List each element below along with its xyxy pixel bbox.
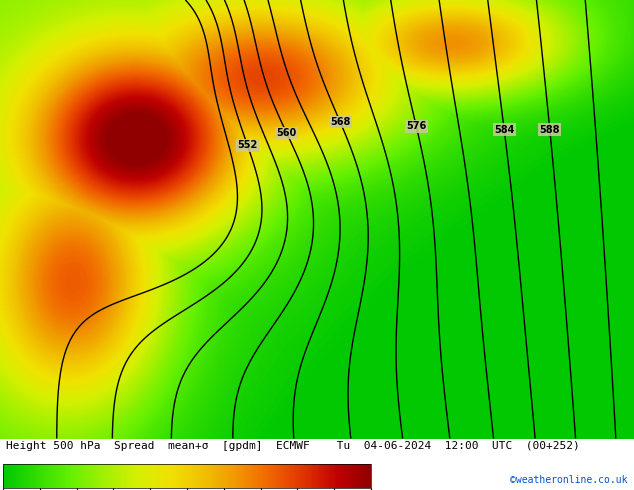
Point — [0, 435, 5, 442]
Point — [0, 435, 5, 442]
Text: 568: 568 — [330, 117, 351, 127]
Point — [0, 435, 5, 442]
Text: 560: 560 — [276, 128, 297, 138]
Point — [0, 435, 5, 442]
Point — [0, 435, 5, 442]
Point — [0, 435, 5, 442]
Text: ©weatheronline.co.uk: ©weatheronline.co.uk — [510, 475, 628, 485]
Text: 552: 552 — [237, 140, 257, 150]
Text: 584: 584 — [494, 124, 514, 135]
Point — [0, 435, 5, 442]
Point — [0, 435, 5, 442]
Point — [0, 435, 5, 442]
Text: 576: 576 — [406, 122, 427, 131]
Point — [0, 435, 5, 442]
Text: Height 500 hPa  Spread  mean+σ  [gpdm]  ECMWF    Tu  04-06-2024  12:00  UTC  (00: Height 500 hPa Spread mean+σ [gpdm] ECMW… — [6, 441, 580, 451]
Point — [0, 435, 5, 442]
Text: 588: 588 — [540, 124, 560, 135]
Point — [0, 435, 5, 442]
